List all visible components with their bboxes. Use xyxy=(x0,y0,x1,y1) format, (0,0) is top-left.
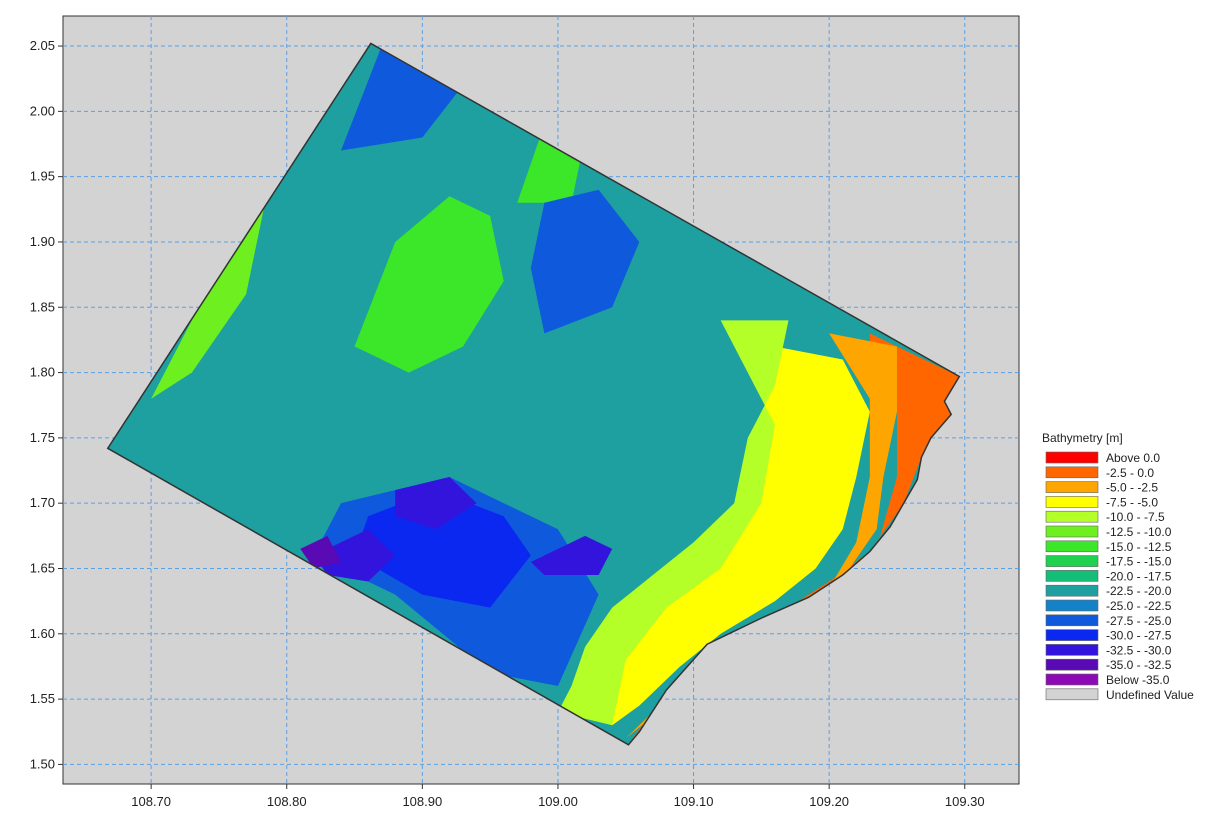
depth-region-1 xyxy=(625,333,897,739)
legend-swatch-4 xyxy=(1045,510,1099,523)
y-tick-label-6: 1.80 xyxy=(30,365,55,380)
y-tick-label-4: 1.70 xyxy=(30,495,55,510)
x-tick-label-2: 108.90 xyxy=(402,794,442,809)
legend-label-9: -22.5 - -20.0 xyxy=(1106,584,1172,598)
legend-label-13: -32.5 - -30.0 xyxy=(1106,643,1172,657)
legend-label-0: Above 0.0 xyxy=(1106,451,1160,465)
depth-region-11 xyxy=(313,529,396,582)
legend-swatch-7 xyxy=(1045,555,1099,567)
legend-label-11: -27.5 - -25.0 xyxy=(1106,614,1172,628)
legend-label-7: -17.5 - -15.0 xyxy=(1106,555,1172,569)
legend-swatch-13 xyxy=(1045,644,1099,656)
legend-label-2: -5.0 - -2.5 xyxy=(1106,481,1158,495)
depth-region-10 xyxy=(354,490,531,608)
legend-swatch-15 xyxy=(1045,673,1099,686)
y-axis: 1.50 1.55 1.60 1.65 1.70 1.75 1.80 1.85 1.90 1.95… xyxy=(30,38,63,771)
legend-label-8: -20.0 - -17.5 xyxy=(1106,569,1172,583)
y-tick-label-3: 1.65 xyxy=(30,560,55,575)
y-tick-label-10: 2.00 xyxy=(30,103,55,118)
legend-label-1: -2.5 - 0.0 xyxy=(1106,466,1154,480)
x-tick-label-5: 109.20 xyxy=(809,794,849,809)
x-tick-label-6: 109.30 xyxy=(945,794,985,809)
legend-swatch-8 xyxy=(1045,570,1099,582)
y-tick-label-9: 1.95 xyxy=(30,169,55,184)
bathymetry-map xyxy=(106,42,961,746)
legend-label-12: -30.0 - -27.5 xyxy=(1106,629,1172,643)
y-tick-label-0: 1.50 xyxy=(30,756,55,771)
y-tick-label-2: 1.60 xyxy=(30,626,55,641)
x-tick-label-3: 109.00 xyxy=(538,794,578,809)
legend-swatch-9 xyxy=(1045,584,1099,597)
legend-swatch-14 xyxy=(1045,658,1099,671)
x-tick-label-0: 108.70 xyxy=(131,794,171,809)
legend-swatch-12 xyxy=(1045,629,1099,641)
legend-swatch-0 xyxy=(1045,451,1099,464)
legend-label-4: -10.0 - -7.5 xyxy=(1106,510,1165,524)
legend-swatch-5 xyxy=(1045,525,1099,538)
depth-region-3 xyxy=(557,320,789,726)
legend-label-16: Undefined Value xyxy=(1106,688,1194,702)
legend-swatch-10 xyxy=(1045,599,1099,612)
y-tick-label-11: 2.05 xyxy=(30,38,55,53)
legend-label-10: -25.0 - -22.5 xyxy=(1106,599,1172,613)
legend-label-14: -35.0 - -32.5 xyxy=(1106,658,1172,672)
legend-swatch-3 xyxy=(1045,496,1099,508)
depth-region-8 xyxy=(530,189,640,334)
depth-region-13 xyxy=(530,535,613,576)
legend-label-3: -7.5 - -5.0 xyxy=(1106,495,1158,509)
legend-swatch-2 xyxy=(1045,481,1099,493)
legend-label-6: -15.0 - -12.5 xyxy=(1106,540,1172,554)
legend-swatch-6 xyxy=(1045,540,1099,553)
legend-swatch-11 xyxy=(1045,614,1099,627)
legend-swatch-1 xyxy=(1045,466,1099,479)
y-tick-label-8: 1.90 xyxy=(30,234,55,249)
y-tick-label-7: 1.85 xyxy=(30,299,55,314)
y-tick-label-1: 1.55 xyxy=(30,691,55,706)
x-tick-label-4: 109.10 xyxy=(674,794,714,809)
legend-label-15: Below -35.0 xyxy=(1106,673,1170,687)
legend-title: Bathymetry [m] xyxy=(1042,431,1123,445)
depth-region-14 xyxy=(300,535,341,569)
legend-label-5: -12.5 - -10.0 xyxy=(1106,525,1172,539)
depth-region-5 xyxy=(354,196,504,373)
legend: Bathymetry [m] Above 0.0-2.5 - 0.0-5.0 - … xyxy=(1042,431,1194,702)
domain-outline xyxy=(106,42,961,746)
depth-region-12 xyxy=(395,477,477,530)
x-tick-label-1: 108.80 xyxy=(267,794,307,809)
legend-swatch-16 xyxy=(1045,688,1099,701)
x-axis: 108.70 108.80 108.90 109.00 109.10 109.20 109.… xyxy=(131,784,985,809)
y-tick-label-5: 1.75 xyxy=(30,430,55,445)
